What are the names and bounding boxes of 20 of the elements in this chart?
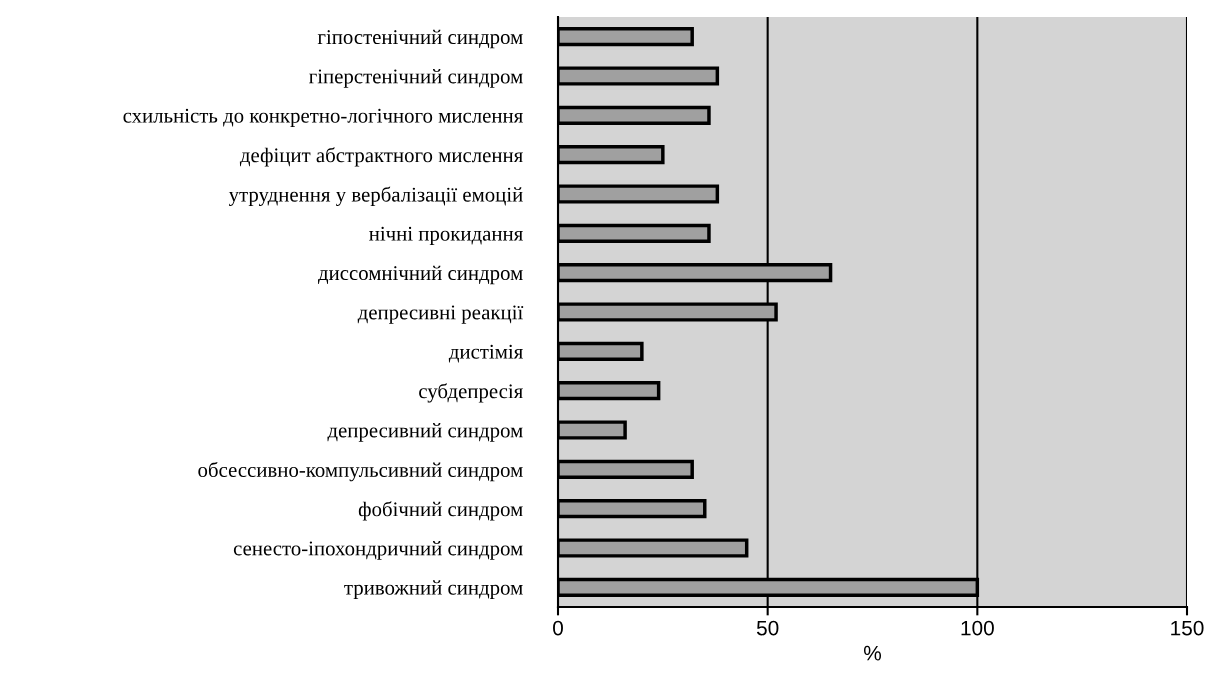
x-tick-label: 150 [1171, 620, 1204, 636]
y-tick-label: дефіцит абстрактного мислення [239, 147, 523, 167]
y-tick-label: тривожний синдром [344, 580, 523, 599]
y-tick-label: нічні прокидання [369, 226, 523, 245]
y-tick-label: субдепресія [419, 383, 523, 403]
x-tick-label: 0 [553, 620, 563, 636]
x-axis-title: % [863, 645, 882, 661]
y-tick-label: депресивний синдром [327, 422, 523, 442]
y-tick-label: депресивні реакції [357, 305, 524, 324]
x-tick-label: 50 [756, 620, 779, 636]
y-tick-label: диссомнічний синдром [317, 265, 523, 285]
y-tick-label: обсессивно-компульсивний синдром [198, 461, 523, 482]
y-tick-label: гіперстенічний синдром [309, 68, 523, 88]
x-tick-label: 100 [961, 620, 994, 636]
y-tick-label: схильність до конкретно-логічного мислення [123, 108, 523, 127]
y-tick-label: дистімія [448, 344, 523, 363]
y-tick-label: гіпостенічний синдром [317, 29, 523, 49]
y-tick-label: сенесто-іпохондричний синдром [233, 540, 523, 560]
y-tick-label: утруднення у вербалізації емоцій [228, 186, 523, 206]
y-tick-label: фобічний синдром [358, 501, 523, 521]
